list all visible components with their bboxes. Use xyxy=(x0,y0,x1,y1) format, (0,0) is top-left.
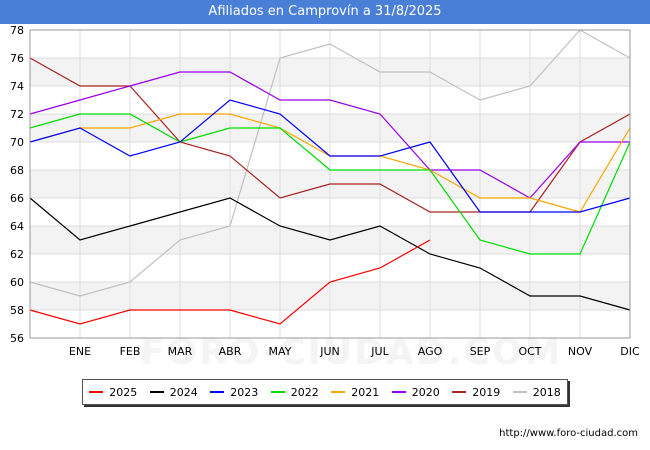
y-tick-label: 70 xyxy=(10,136,24,149)
legend-swatch xyxy=(270,391,285,393)
x-tick-label: OCT xyxy=(518,345,541,358)
y-tick-label: 62 xyxy=(10,248,24,261)
watermark: FORO-CIUDAD.COM xyxy=(140,332,562,373)
legend-label: 2024 xyxy=(169,385,198,399)
x-tick-label: JUN xyxy=(319,345,340,358)
legend-label: 2025 xyxy=(109,385,138,399)
legend-label: 2021 xyxy=(351,385,380,399)
y-tick-label: 56 xyxy=(10,332,24,345)
x-tick-label: ENE xyxy=(69,345,91,358)
series-line-2024 xyxy=(29,197,631,311)
y-tick-label: 64 xyxy=(10,220,24,233)
y-tick-label: 78 xyxy=(10,24,24,37)
legend-item-2025: 2025 xyxy=(89,386,137,399)
x-tick-label: MAR xyxy=(168,345,193,358)
y-tick-label: 58 xyxy=(10,304,24,317)
plot-border xyxy=(29,29,631,339)
legend-item-2020: 2020 xyxy=(391,385,440,399)
x-tick-label: SEP xyxy=(470,345,491,358)
legend-item-2019: 2019 xyxy=(452,386,500,399)
legend-swatch xyxy=(452,391,467,393)
x-tick-label: MAY xyxy=(269,345,292,358)
y-tick-label: 68 xyxy=(10,164,24,177)
y-tick-label: 74 xyxy=(10,80,24,93)
legend-label: 2019 xyxy=(472,385,501,399)
legend-swatch xyxy=(210,391,225,393)
x-tick-label: ABR xyxy=(219,345,242,358)
series-line-2023 xyxy=(29,99,631,213)
legend-swatch xyxy=(89,391,104,393)
legend-item-2024: 2024 xyxy=(149,385,198,399)
legend-label: 2022 xyxy=(290,385,319,399)
series-line-2025 xyxy=(29,239,431,325)
legend-item-2023: 2023 xyxy=(210,386,258,399)
legend-item-2018: 2018 xyxy=(512,385,561,399)
legend-swatch xyxy=(391,391,406,393)
x-tick-label: NOV xyxy=(568,345,593,358)
legend-label: 2018 xyxy=(532,385,561,399)
legend-swatch xyxy=(331,391,346,393)
legend-swatch xyxy=(512,391,527,393)
x-tick-label: FEB xyxy=(120,345,141,358)
x-tick-label: AGO xyxy=(418,345,443,358)
axes: 56 58 60 62 64 66 68 70 72 74 76 78 ENE FEB MAR ABR MAY J… xyxy=(10,24,640,358)
y-tick-label: 66 xyxy=(10,192,24,205)
y-tick-label: 72 xyxy=(10,108,24,121)
series-line-2022 xyxy=(29,113,631,255)
series-line-2018 xyxy=(29,29,631,297)
legend-item-2022: 2022 xyxy=(270,385,319,399)
legend: 2025 2024 2023 2022 2021 2020 2019 2018 xyxy=(82,379,568,405)
legend-item-2021: 2021 xyxy=(331,386,379,399)
legend-swatch xyxy=(149,391,164,393)
y-tick-label: 60 xyxy=(10,276,24,289)
series-lines xyxy=(29,29,631,325)
x-tick-label: DIC xyxy=(620,345,640,358)
chart-title: Afiliados en Camprovín a 31/8/2025 xyxy=(0,0,650,24)
y-tick-label: 76 xyxy=(10,52,24,65)
source-credit: http://www.foro-ciudad.com xyxy=(499,428,638,439)
x-tick-label: JUL xyxy=(370,345,389,358)
legend-label: 2020 xyxy=(411,385,440,399)
legend-label: 2023 xyxy=(230,385,259,399)
